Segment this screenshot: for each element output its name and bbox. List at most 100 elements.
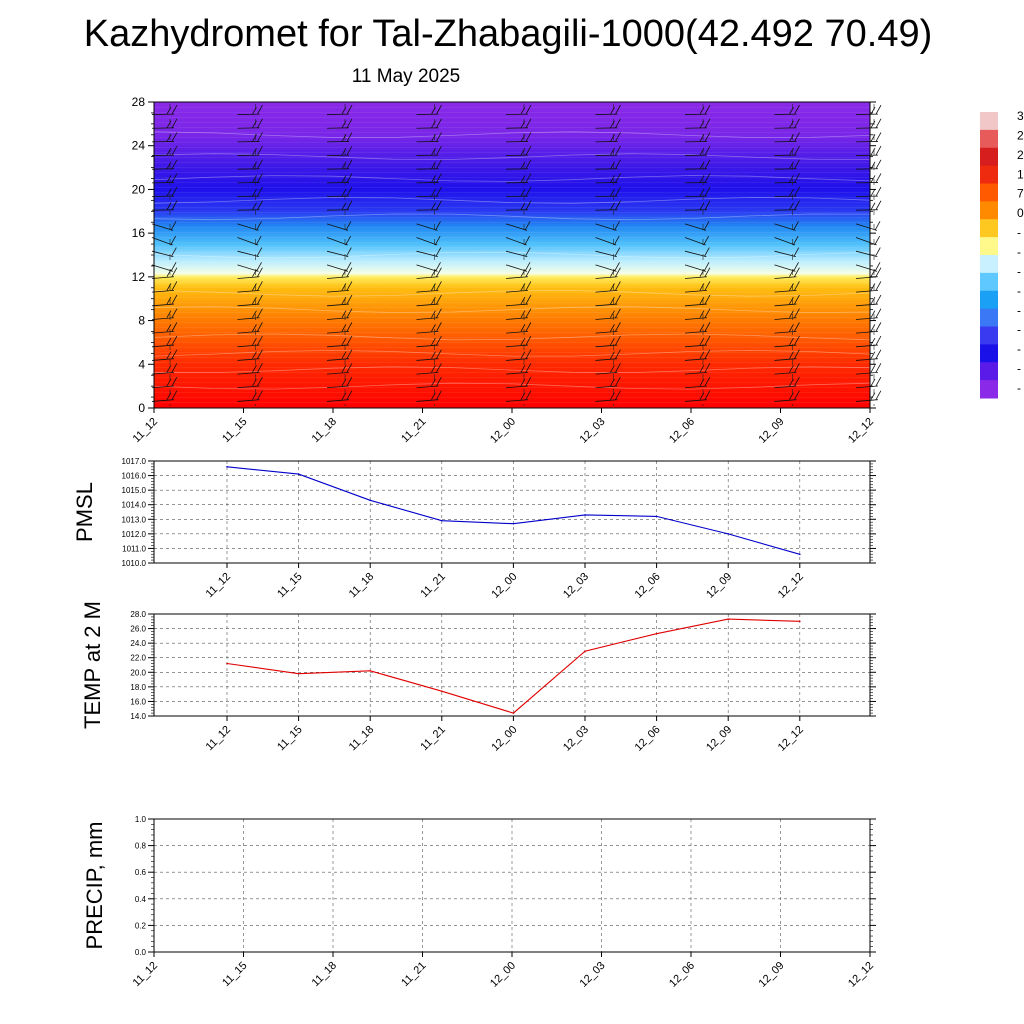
wind-barb-flag xyxy=(525,200,532,210)
data-point xyxy=(584,514,586,516)
wind-barb-flag xyxy=(875,322,882,332)
data-point xyxy=(655,515,658,518)
wind-barb-flag xyxy=(615,200,621,210)
y-tick-label: 16 xyxy=(132,226,146,240)
wind-barb-flag xyxy=(615,159,621,169)
y-axis-title: TEMP at 2 M xyxy=(80,601,105,729)
wind-barb-flag xyxy=(615,322,621,332)
wind-barb-flag xyxy=(794,335,800,346)
wind-barb-flag xyxy=(870,283,876,291)
wind-barb-flag xyxy=(257,118,263,128)
wind-barb-flag xyxy=(436,376,442,387)
wind-barb-column xyxy=(505,104,532,406)
wind-barb-flag xyxy=(870,188,876,197)
wind-barb-column xyxy=(326,104,353,406)
wind-barb-flag xyxy=(703,235,710,246)
y-tick-label: 1012.0 xyxy=(122,530,147,539)
wind-barb-flag xyxy=(792,235,799,246)
y-tick-label: 20 xyxy=(132,182,146,196)
wind-barb-flag xyxy=(346,267,353,277)
wind-barb xyxy=(855,264,878,272)
x-tick-label: 12_12 xyxy=(846,960,876,990)
wind-barb xyxy=(774,399,797,402)
wind-barb xyxy=(326,276,349,279)
wind-barb-flag xyxy=(257,376,263,387)
wind-barb-flag xyxy=(794,322,800,332)
wind-barb xyxy=(505,385,528,389)
wind-barb-flag xyxy=(256,262,262,272)
colorbar-label: 2 xyxy=(1017,148,1024,162)
wind-barb-flag xyxy=(257,104,263,115)
wind-barb xyxy=(855,385,878,389)
wind-barb-flag xyxy=(870,351,876,359)
data-point xyxy=(226,662,228,665)
y-tick-label: 16.0 xyxy=(130,697,146,706)
wind-barb-flag xyxy=(615,132,621,142)
wind-barb-flag xyxy=(789,310,794,318)
data-point xyxy=(297,672,300,675)
wind-barb-flag xyxy=(431,324,436,332)
wind-barb-flag xyxy=(257,308,263,318)
wind-barb xyxy=(505,237,527,246)
wind-barb xyxy=(595,264,617,272)
colorbar-label: 3 xyxy=(1017,109,1024,123)
wind-barb-flag xyxy=(166,202,172,210)
wind-barb-flag xyxy=(525,118,532,128)
wind-barb-flag xyxy=(345,247,352,257)
wind-barb-flag xyxy=(170,221,177,231)
wind-barb-flag xyxy=(252,188,257,197)
wind-barb xyxy=(855,358,878,361)
x-tick-label: 11_12 xyxy=(204,724,234,754)
data-point xyxy=(226,466,228,468)
wind-barb-flag xyxy=(341,365,347,373)
pmsl-panel: 1010.0 1011.0 1012.0 1013.0 1014.0 1015.0 1016… xyxy=(72,457,876,601)
x-tick-label: 12_12 xyxy=(776,571,806,601)
wind-barb-flag xyxy=(875,118,882,128)
wind-barb-flag xyxy=(615,104,621,115)
x-tick-label: 12_09 xyxy=(704,724,734,754)
wind-barb-flag xyxy=(525,104,532,115)
wind-barb xyxy=(774,237,796,246)
isoline xyxy=(153,153,871,160)
colorbar-swatch xyxy=(980,183,998,202)
wind-barb-flag xyxy=(699,365,705,373)
wind-barb-flag xyxy=(703,262,710,272)
wind-barb-flag xyxy=(341,161,347,169)
wind-barb-flag xyxy=(704,281,711,291)
wind-barb xyxy=(684,237,706,246)
isoline xyxy=(153,306,871,314)
wind-barb xyxy=(237,371,260,375)
wind-barb-flag xyxy=(794,118,800,128)
colorbar-swatch xyxy=(980,112,998,131)
wind-barb-flag xyxy=(703,221,710,231)
x-tick-label: 11_18 xyxy=(310,416,340,446)
wind-barb-flag xyxy=(520,365,526,373)
wind-barb-flag xyxy=(520,296,526,305)
wind-barb-flag xyxy=(431,202,436,210)
wind-barb-flag xyxy=(520,120,526,128)
wind-barb xyxy=(774,223,796,231)
wind-barb-column xyxy=(855,104,882,406)
wind-barb-flag xyxy=(699,202,705,210)
wind-barb-flag xyxy=(699,337,705,346)
colorbar-label: - xyxy=(1017,226,1021,240)
wind-barb-flag xyxy=(166,378,172,387)
wind-barb-flag xyxy=(436,159,442,169)
wind-barb xyxy=(151,399,174,402)
wind-barb-flag xyxy=(525,322,532,332)
y-tick-label: 1.0 xyxy=(135,815,147,824)
colorbar-swatch xyxy=(980,237,998,256)
wind-barb-flag xyxy=(789,351,794,359)
wind-barb-flag xyxy=(875,363,882,373)
isoline xyxy=(153,251,871,259)
data-point xyxy=(799,620,801,623)
chart-subtitle: 11 May 2025 xyxy=(351,66,461,87)
wind-barb-flag xyxy=(435,221,441,231)
wind-barb xyxy=(855,371,878,375)
wind-barb-flag xyxy=(257,335,263,346)
wind-barb-flag xyxy=(699,188,705,197)
wind-barb-flag xyxy=(615,186,621,197)
y-tick-label: 18.0 xyxy=(130,683,146,692)
wind-barb xyxy=(326,264,349,272)
wind-barb-flag xyxy=(870,202,876,210)
